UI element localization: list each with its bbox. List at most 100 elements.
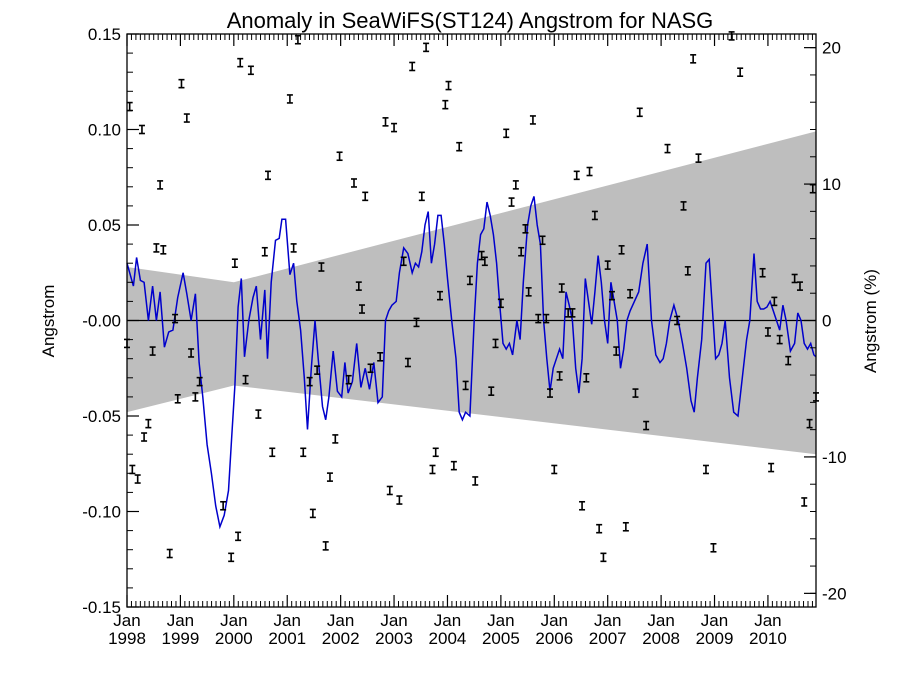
errorbar-marker	[247, 65, 254, 76]
errorbar-marker	[309, 508, 316, 519]
x-tick-year: 2006	[535, 629, 573, 648]
errorbar-marker	[196, 376, 203, 387]
y-tick-label: 0.05	[88, 216, 121, 235]
errorbar-marker	[613, 346, 620, 356]
errorbar-marker	[134, 474, 141, 484]
x-tick-year: 2007	[589, 629, 627, 648]
x-tick-month: Jan	[380, 611, 407, 630]
y-tick-label: 0.10	[88, 121, 121, 140]
errorbar-marker	[539, 235, 546, 246]
errorbar-marker	[153, 243, 160, 253]
anomaly-line	[126, 196, 817, 530]
monthly-markers	[124, 31, 819, 563]
y-right-tick-label: -20	[822, 584, 847, 603]
errorbar-marker	[290, 243, 297, 253]
errorbar-marker	[300, 447, 307, 458]
errorbar-marker	[183, 113, 190, 123]
y-right-tick-label: -10	[822, 448, 847, 467]
x-tick-month: Jan	[754, 611, 781, 630]
errorbar-marker	[306, 376, 313, 387]
errorbar-marker	[413, 317, 420, 328]
errorbar-marker	[512, 180, 519, 190]
errorbar-marker	[604, 260, 611, 270]
errorbar-marker	[355, 281, 362, 291]
errorbar-marker	[359, 304, 366, 314]
errorbar-marker	[600, 552, 607, 563]
y-tick-label: -0.05	[82, 407, 121, 426]
errorbar-marker	[680, 201, 687, 211]
x-tick-year: 2003	[375, 629, 413, 648]
errorbar-marker	[145, 418, 152, 429]
errorbar-marker	[286, 94, 293, 104]
errorbar-marker	[472, 476, 479, 486]
errorbar-marker	[702, 464, 709, 475]
errorbar-marker	[508, 197, 515, 207]
errorbar-marker	[759, 267, 766, 278]
errorbar-marker	[569, 308, 576, 318]
y-tick-label: -0.00	[82, 312, 121, 331]
errorbar-marker	[466, 275, 473, 286]
errorbar-marker	[220, 500, 227, 511]
errorbar-marker	[269, 447, 276, 458]
x-tick-month: Jan	[701, 611, 728, 630]
errorbar-marker	[632, 388, 639, 398]
errorbar-marker	[445, 80, 452, 91]
errorbar-marker	[627, 288, 634, 299]
x-tick-month: Jan	[647, 611, 674, 630]
errorbar-marker	[442, 99, 449, 110]
errorbar-marker	[242, 374, 249, 385]
errorbar-marker	[591, 210, 598, 221]
errorbar-marker	[231, 258, 238, 269]
errorbar-marker	[138, 124, 145, 135]
errorbar-marker	[228, 552, 235, 563]
y-axis-label-right: Angstrom (%)	[861, 269, 880, 373]
errorbar-marker	[160, 245, 167, 255]
errorbar-marker	[400, 256, 407, 267]
errorbar-marker	[456, 141, 463, 152]
y-tick-label: 0.15	[88, 25, 121, 44]
errorbar-marker	[558, 283, 565, 293]
errorbar-marker	[503, 128, 510, 139]
errorbar-marker	[174, 394, 181, 404]
errorbar-marker	[690, 54, 697, 64]
errorbar-marker	[429, 464, 436, 475]
errorbar-marker	[172, 313, 179, 324]
x-tick-month: Jan	[487, 611, 514, 630]
plot-area	[124, 31, 819, 608]
errorbar-marker	[608, 290, 615, 301]
errorbar-marker	[481, 256, 488, 267]
confidence-band	[127, 131, 816, 455]
errorbar-marker	[432, 447, 439, 458]
errorbar-marker	[636, 107, 643, 118]
errorbar-marker	[771, 296, 778, 307]
errorbar-marker	[382, 117, 389, 127]
errorbar-marker	[261, 246, 268, 257]
errorbar-marker	[423, 42, 430, 53]
errorbar-marker	[386, 485, 393, 496]
errorbar-marker	[579, 500, 586, 511]
x-tick-month: Jan	[434, 611, 461, 630]
errorbar-marker	[796, 281, 803, 291]
y-axis-label-left: Angstrom	[39, 285, 58, 358]
errorbar-marker	[391, 122, 398, 133]
errorbar-marker	[710, 542, 717, 553]
right-axis: 20 10 0 -10 -20	[804, 39, 847, 603]
x-tick-year: 2009	[696, 629, 734, 648]
errorbar-marker	[785, 355, 792, 366]
errorbar-marker	[141, 432, 148, 442]
errorbar-marker	[768, 462, 775, 473]
errorbar-marker	[166, 548, 173, 559]
errorbar-marker	[551, 464, 558, 475]
errorbar-marker	[529, 115, 536, 125]
y-right-tick-label: 20	[822, 39, 841, 58]
errorbar-marker	[478, 250, 485, 261]
x-tick-month: Jan	[167, 611, 194, 630]
y-tick-label: -0.10	[82, 503, 121, 522]
x-tick-year: 2002	[322, 629, 360, 648]
errorbar-marker	[801, 497, 808, 507]
errorbar-marker	[192, 392, 199, 402]
y-tick-label: -0.15	[82, 598, 121, 617]
errorbar-marker	[255, 409, 262, 419]
errorbar-marker	[492, 338, 499, 349]
